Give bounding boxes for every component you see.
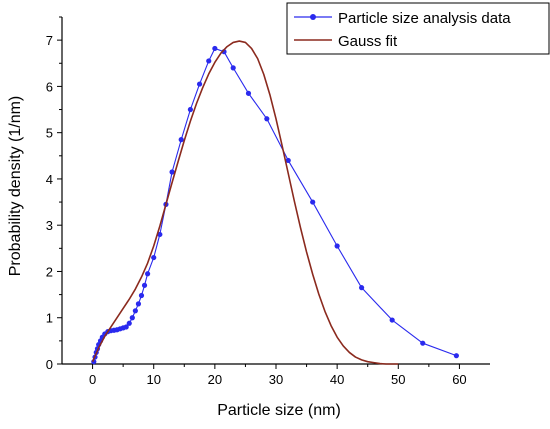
x-tick-label: 20 [208, 372, 222, 387]
data-point [157, 231, 163, 238]
data-point [420, 340, 426, 346]
data-point [123, 324, 129, 330]
x-axis-title: Particle size (nm) [217, 402, 341, 419]
data-point [126, 320, 132, 326]
series-line-gauss-fit [91, 40, 399, 365]
legend: Particle size analysis data Gauss fit [286, 2, 550, 55]
y-tick-label: 0 [46, 357, 53, 372]
data-point [310, 199, 316, 205]
series-layer [91, 40, 459, 365]
x-tick-label: 50 [391, 372, 405, 387]
data-point [212, 45, 218, 52]
legend-label-particle-size-analysis-data: Particle size analysis data [338, 10, 511, 27]
x-tick-label: 0 [89, 372, 96, 387]
data-point [169, 169, 175, 175]
data-point [285, 157, 291, 164]
data-point [129, 315, 135, 321]
data-point [334, 243, 340, 249]
data-point [359, 285, 365, 291]
data-point [138, 292, 145, 299]
data-point [145, 271, 151, 277]
legend-box [286, 2, 550, 55]
data-point [206, 58, 212, 64]
x-tick-label: 40 [330, 372, 344, 387]
y-tick-label: 3 [46, 218, 53, 233]
data-point [132, 308, 138, 314]
x-tick-label: 60 [452, 372, 466, 387]
data-point [245, 90, 252, 96]
legend-marker-particle-size-analysis-data [310, 14, 316, 20]
x-tick-label: 30 [269, 372, 283, 387]
data-point [187, 106, 193, 113]
data-point [230, 65, 236, 71]
data-point [453, 353, 459, 359]
y-tick-label: 6 [46, 79, 53, 94]
y-tick-label: 1 [46, 311, 53, 326]
x-tick-label: 10 [146, 372, 160, 387]
y-tick-label: 7 [46, 33, 53, 48]
legend-label-gauss-fit: Gauss fit [338, 33, 398, 50]
data-point [135, 301, 142, 307]
data-point [141, 282, 148, 288]
data-point [151, 254, 157, 261]
axes-layer: 0 10 20 30 40 50 60 0 1 2 3 4 5 6 7 [46, 16, 490, 387]
y-tick-label: 4 [46, 172, 53, 187]
series-line-particle-size-analysis-data [93, 47, 457, 362]
data-point [178, 137, 184, 143]
data-point [196, 81, 203, 87]
data-point [264, 116, 270, 122]
y-tick-label: 5 [46, 126, 53, 141]
y-axis-title: Probability density (1/nm) [7, 96, 24, 277]
data-point [389, 317, 395, 323]
y-tick-label: 2 [46, 264, 53, 279]
